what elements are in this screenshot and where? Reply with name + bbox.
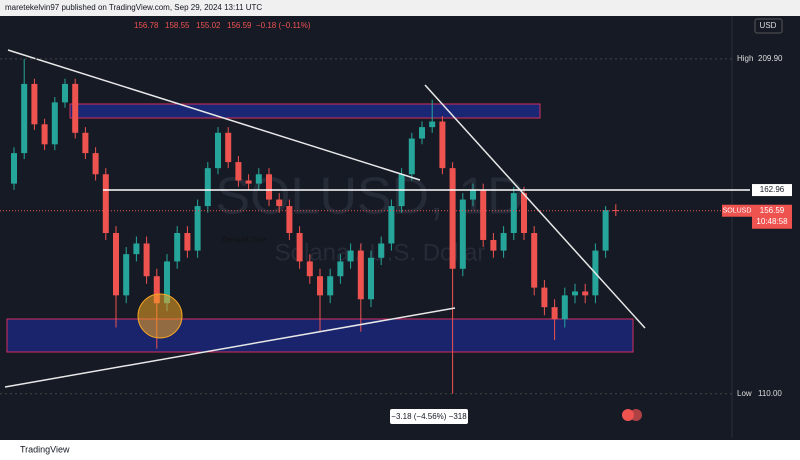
candle-body [296, 233, 303, 262]
event-icon[interactable] [630, 409, 642, 421]
candle-body [113, 233, 119, 296]
candle-body [317, 276, 323, 296]
candle-body [153, 276, 160, 304]
zone-label: Demand Zone [222, 237, 266, 244]
candle-body [388, 206, 395, 244]
candle-body [41, 124, 48, 145]
candle-body [572, 291, 578, 296]
candle-body [184, 233, 191, 251]
candle-body [408, 138, 415, 175]
footer: TradingView [20, 444, 70, 454]
candle-body [439, 121, 446, 169]
candle-body [123, 254, 130, 296]
candle-body [235, 162, 242, 181]
candle-body [337, 261, 344, 277]
candle-body [490, 239, 497, 251]
ohlc-low: 155.02 [196, 21, 221, 30]
symbol-tag [722, 204, 752, 217]
candle-body [521, 193, 527, 234]
candle-body [255, 174, 262, 184]
candle-body [31, 83, 38, 125]
candle-body [62, 83, 68, 103]
footer-bar [0, 440, 800, 460]
extreme-name: High [737, 54, 753, 63]
candle-body [204, 168, 211, 207]
highlight-circle [137, 293, 183, 339]
candle-body [419, 127, 425, 139]
countdown: 10:48:58 [756, 217, 788, 226]
candle-body [306, 261, 313, 277]
candle-body [245, 180, 252, 184]
candle-body [531, 233, 538, 288]
ohlc-close: 156.59 [227, 21, 252, 30]
candle-body [561, 295, 568, 320]
ohlc-open: 156.78 [134, 21, 159, 30]
candle-body [286, 206, 293, 234]
ohlc-change: −0.18 (−0.11%) [256, 21, 311, 30]
candle-body [276, 199, 283, 207]
candle-body [194, 206, 201, 251]
measure-box [390, 409, 468, 424]
currency-box[interactable] [754, 18, 783, 34]
measure: −3.18 (−4.56%) −318 [391, 412, 467, 421]
candle-body [480, 189, 487, 240]
candle-body [327, 276, 334, 296]
price-tag [752, 204, 792, 229]
trendline [4, 307, 456, 388]
candle-body [357, 250, 364, 300]
candle-body [459, 199, 466, 269]
symbol: SOLUSD [723, 208, 752, 215]
candle-body [551, 307, 558, 320]
extreme-price: 110.00 [758, 389, 782, 398]
candle-body [347, 250, 354, 262]
candle-body [174, 233, 181, 262]
ohlc-high: 158.55 [165, 21, 190, 30]
publisher: maretekelvin97 published on TradingView.… [5, 3, 262, 12]
candle-body [429, 121, 436, 128]
candle-body [82, 132, 89, 154]
level-label: 162.96 [760, 185, 785, 194]
candle-body [582, 291, 589, 296]
candle-body [378, 243, 385, 258]
supply-zone [69, 103, 541, 119]
candle-body [102, 174, 109, 234]
candle-body [368, 257, 374, 300]
candle-body [215, 132, 221, 169]
candle-body [225, 132, 232, 163]
candle-body [133, 243, 140, 255]
candle-body [266, 174, 272, 200]
candle-body [470, 189, 476, 200]
candle-body [500, 233, 507, 251]
candle-body [510, 193, 517, 234]
candle-body [21, 83, 28, 154]
candle-body [143, 243, 150, 277]
currency[interactable]: USD [760, 21, 777, 30]
trendline [424, 84, 646, 329]
last-price: 156.59 [760, 206, 785, 215]
candle-body [449, 168, 456, 269]
extreme-price: 209.90 [758, 54, 783, 63]
candle-body [92, 153, 99, 175]
candle-body [51, 102, 58, 145]
trendline [7, 49, 421, 181]
candle-body [72, 83, 79, 133]
top-bar [0, 0, 800, 16]
level-tag [752, 184, 792, 197]
candle-body [602, 210, 609, 251]
candle-body [541, 287, 548, 308]
candle-body [11, 153, 17, 184]
extreme-name: Low [737, 389, 752, 398]
candle-body [164, 261, 170, 304]
